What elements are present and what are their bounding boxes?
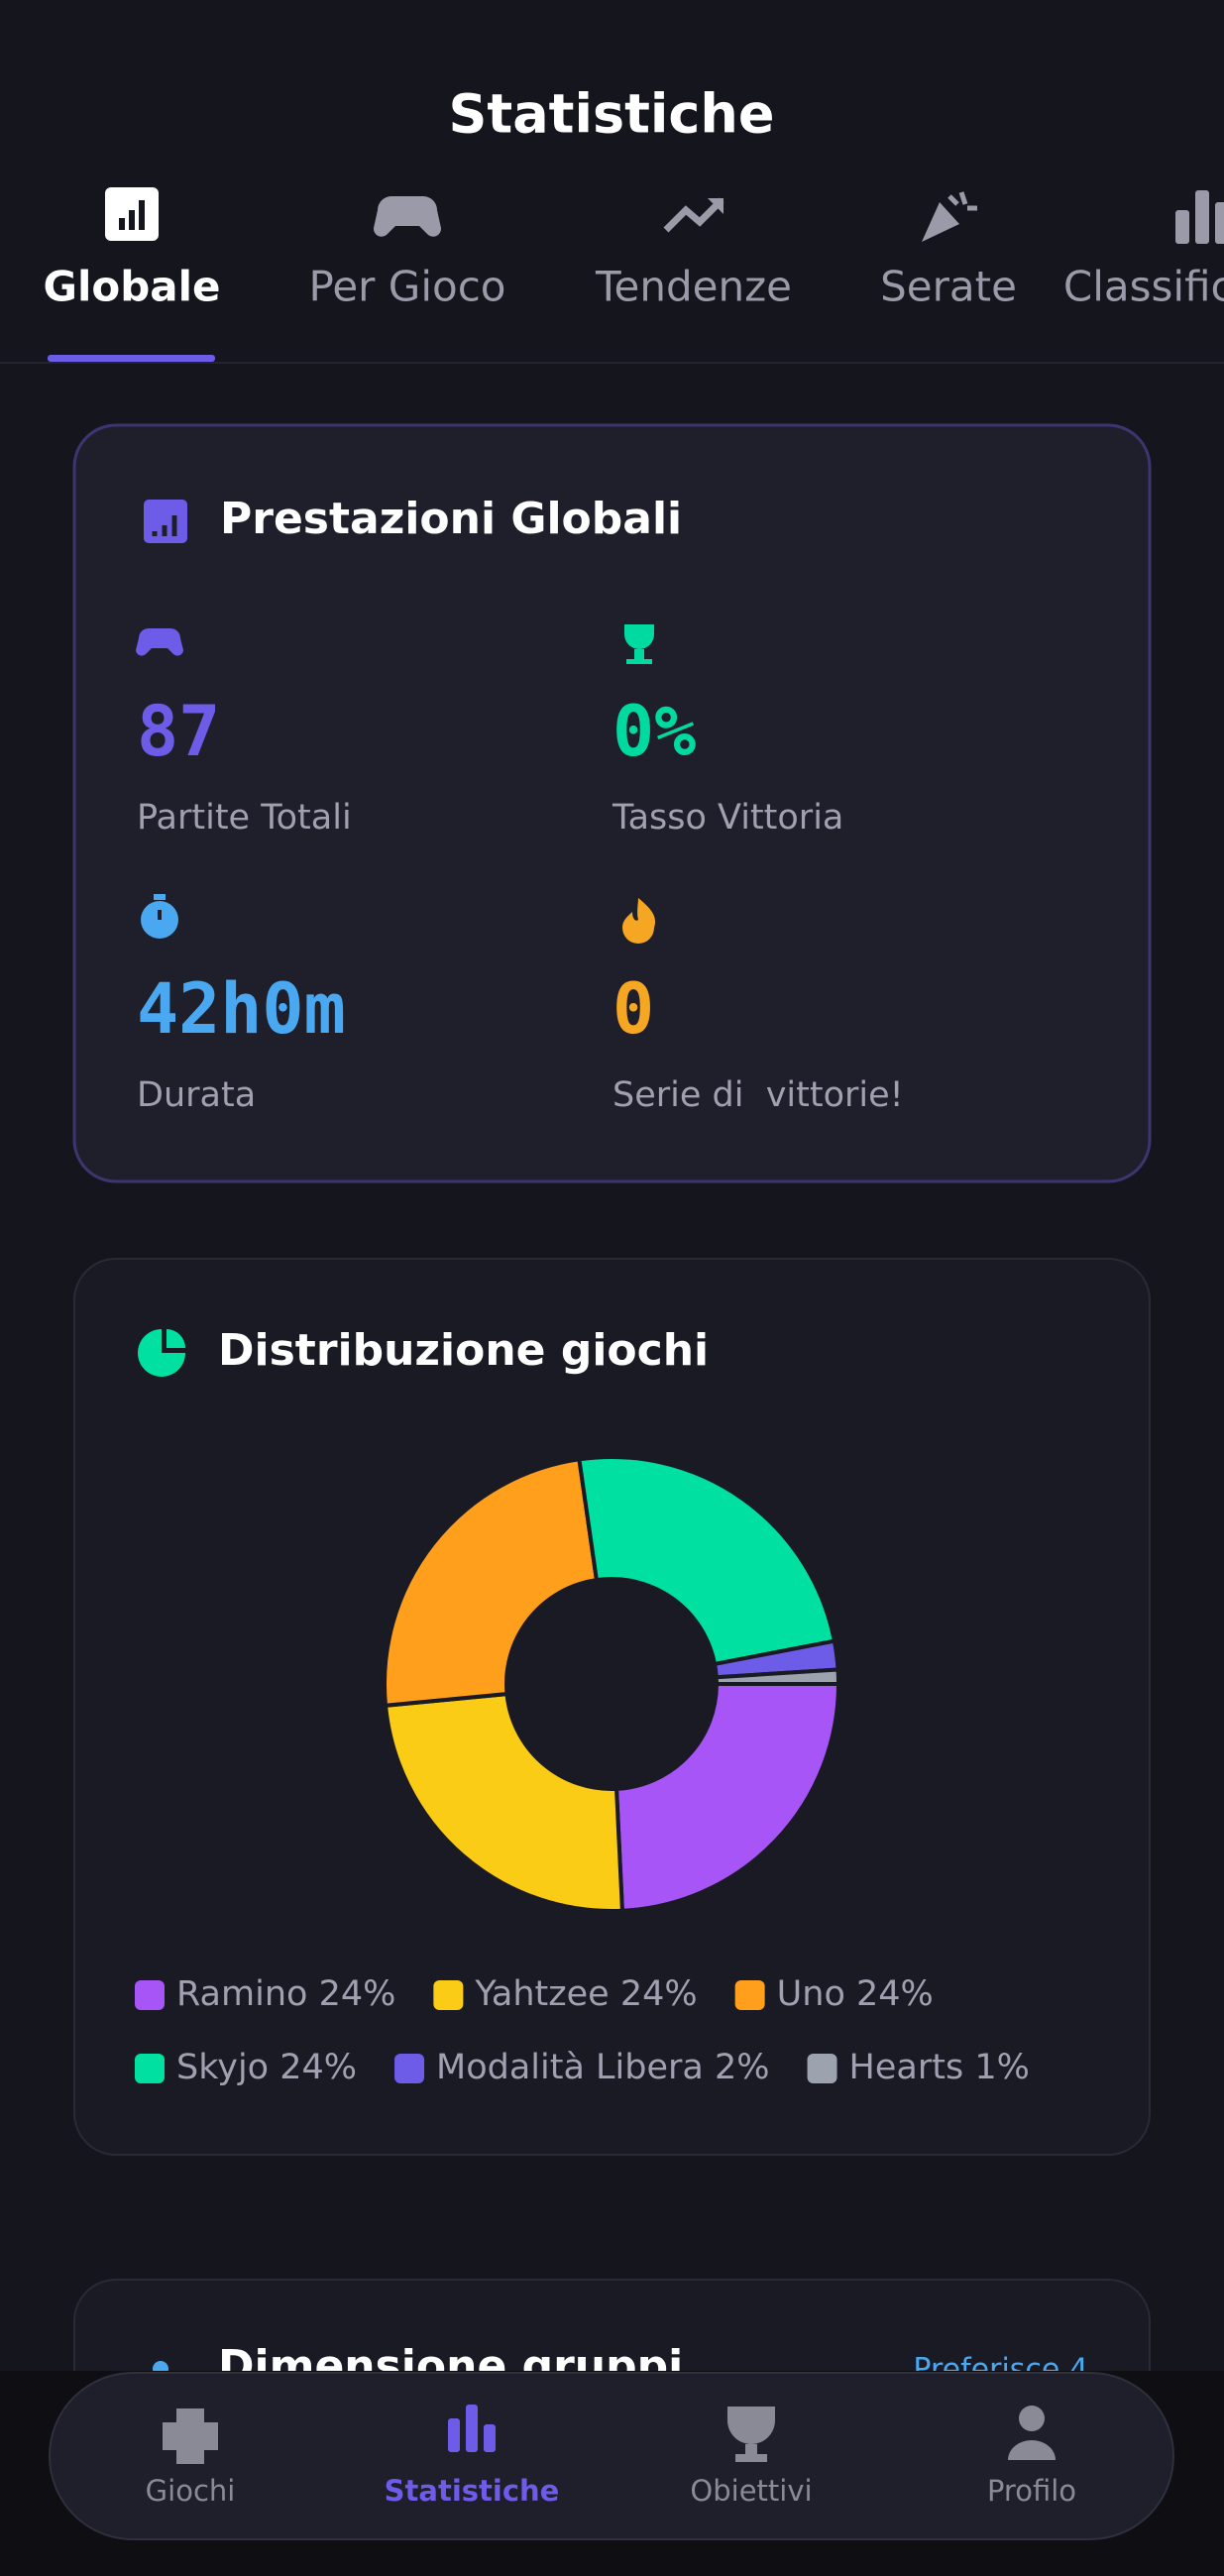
legend-entry: Hearts 1% [849,2048,1030,2087]
tab-label[interactable]: Tendenze [595,263,792,311]
legend-name: Modalità Libera [436,2048,704,2087]
stat-icons [136,624,656,944]
legend-value: 24% [856,1974,934,2014]
icon [167,1329,185,1348]
icon [144,500,187,543]
active-tab-indicator [48,355,215,362]
legend-name: Skyjo [176,2048,269,2087]
icon [708,198,723,214]
legend-swatch [734,1980,765,2010]
legend-value: 24% [620,1974,698,2014]
nav-pill [49,2372,1174,2540]
icon [922,202,959,242]
icon [1195,190,1209,244]
stat-value: 42h0m [137,968,346,1050]
card-title: Prestazioni Globali [220,494,682,544]
legend-name: Yahtzee [474,1974,609,2014]
nav-label[interactable]: Statistiche [385,2474,560,2508]
icon [484,2424,496,2452]
icon [119,218,125,230]
icon [373,196,442,237]
tab-label[interactable]: Classifiche [1063,263,1224,311]
legend-swatch [433,1980,464,2010]
stat-value: 0% [612,691,696,772]
icon [622,898,656,944]
tab-label[interactable]: Globale [43,263,220,311]
nav-icons [163,2405,1056,2464]
legend-entry: Yahtzee 24% [474,1974,697,2014]
pie-slice [714,1667,841,1686]
legend-value: 24% [279,2048,357,2087]
legend-name: Ramino [176,1974,307,2014]
legend-entry: Modalità Libera 2% [436,2048,770,2087]
nav-label[interactable]: Obiettivi [690,2474,812,2508]
icon [129,210,135,230]
icon [1008,2440,1056,2460]
icon [136,628,183,656]
legend-name: Hearts [849,2048,964,2087]
icon [152,515,177,536]
icon [947,191,977,211]
icon [448,2418,460,2452]
legend-value: 2% [715,2048,770,2087]
icon [727,2407,775,2462]
performance-card [72,423,1152,1183]
stat-label: Tasso Vittoria [612,798,843,838]
icon [163,2408,218,2464]
legend-entry: Ramino 24% [176,1974,395,2014]
icon [663,197,724,233]
distribution-card [73,1258,1151,2156]
stat-value: 87 [137,691,220,772]
icon [154,894,166,900]
legend-swatch [135,1980,165,2010]
legend-name: Uno [777,1974,845,2014]
stat-label: Partite Totali [137,798,352,838]
legend-swatch [394,2054,425,2083]
icon [1215,202,1224,244]
stat-label: Serie di vittorie! [612,1075,904,1115]
icon [624,624,654,664]
stat-label: Durata [137,1075,256,1115]
icon [466,2405,478,2452]
legend-entry: Skyjo 24% [176,2048,357,2087]
tab-label[interactable]: Per Gioco [309,263,506,311]
pie-slice [383,1691,624,1913]
icon [1019,2406,1045,2431]
tab-label[interactable]: Serate [880,263,1017,311]
legend-value: 24% [319,1974,396,2014]
legend-swatch [807,2054,837,2083]
nav-label[interactable]: Giochi [146,2474,236,2508]
pie-slice [383,1457,600,1708]
pie-slice [613,1682,841,1913]
card-title: Distribuzione giochi [218,1325,709,1376]
legend-value: 1% [974,2048,1030,2087]
icon [138,1329,185,1377]
icon [1175,210,1189,244]
legend-swatch [135,2054,165,2083]
stat-value: 0 [612,968,654,1050]
pie-slice [577,1455,837,1667]
legend-entry: Uno 24% [777,1974,934,2014]
tab-icons [105,187,1224,244]
icon [139,200,145,230]
page-title: Statistiche [448,83,774,146]
nav-label[interactable]: Profilo [987,2474,1076,2508]
